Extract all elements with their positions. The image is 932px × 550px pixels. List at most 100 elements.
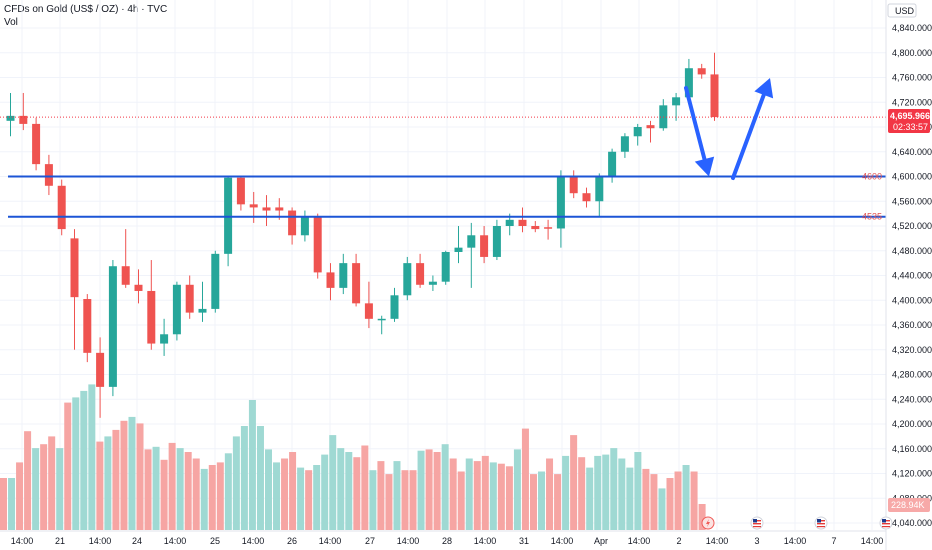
y-tick-label: 4,760.000: [892, 73, 932, 83]
candle-body: [160, 334, 169, 344]
candle-body: [121, 266, 130, 285]
candle: [697, 63, 706, 79]
y-tick-label: 4,120.000: [892, 469, 932, 479]
candle-body: [32, 123, 41, 165]
volume-bar: [216, 462, 224, 530]
up-arrow-shaft: [731, 92, 766, 180]
volume-bar: [88, 384, 96, 530]
candle: [32, 117, 41, 171]
volume-bar: [281, 458, 289, 530]
volume-bar: [297, 467, 305, 530]
x-tick-label: 14:00: [89, 536, 112, 546]
candle: [300, 210, 309, 242]
candle-body: [57, 185, 66, 230]
candle: [224, 176, 233, 267]
x-tick-label: 21: [55, 536, 65, 546]
x-tick-label: 2: [676, 536, 681, 546]
volume-bar: [513, 449, 521, 530]
volume-bar: [481, 455, 489, 530]
x-tick-label: 14:00: [397, 536, 420, 546]
candle: [620, 133, 629, 158]
y-tick-label: 4,560.000: [892, 196, 932, 206]
candle: [83, 294, 92, 363]
candle: [57, 179, 66, 236]
x-tick-label: 25: [210, 536, 220, 546]
volume-bar: [610, 448, 618, 530]
x-tick-label: 14:00: [861, 536, 884, 546]
candle-body: [185, 284, 194, 313]
volume-tag-value: 228.94K: [891, 500, 925, 510]
candle-body: [326, 272, 335, 288]
volume-bar: [650, 474, 658, 530]
candle-body: [531, 226, 540, 230]
volume-bar: [690, 471, 698, 530]
volume-bar: [192, 458, 200, 530]
volume-bar: [72, 397, 80, 530]
volume-bar: [120, 420, 128, 530]
volume-bar: [562, 455, 570, 530]
flag-stripe: [882, 523, 890, 525]
candle: [646, 120, 655, 143]
volume-bar: [546, 458, 554, 530]
arrows: [684, 78, 774, 180]
x-tick-label: 14:00: [551, 536, 574, 546]
candle-body: [300, 216, 309, 236]
volume-bar: [329, 435, 337, 530]
candle-body: [70, 238, 79, 298]
candle-body: [364, 303, 373, 319]
volume-bar: [529, 474, 537, 530]
volume-bar: [465, 458, 473, 530]
us-flag-icon: [750, 516, 764, 530]
candle: [582, 187, 591, 208]
candle-body: [44, 164, 53, 186]
up-arrow-head: [754, 78, 774, 99]
levels: 4600 4535: [8, 172, 886, 222]
flash-icon-bolt: [706, 519, 710, 527]
candle: [352, 253, 361, 307]
candle: [467, 222, 476, 288]
y-tick-label: 4,480.000: [892, 246, 932, 256]
x-tick-label: 14:00: [319, 536, 342, 546]
volume-bar: [505, 466, 513, 530]
candle-body: [134, 284, 143, 291]
candle-body: [352, 263, 361, 304]
candle: [595, 173, 604, 217]
y-tick-label: 4,640.000: [892, 147, 932, 157]
x-tick-label: 14:00: [706, 536, 729, 546]
candle: [147, 260, 156, 350]
volume-bar: [634, 452, 642, 530]
volume-bar: [313, 465, 321, 530]
x-tick-label: 28: [442, 536, 452, 546]
flag-canton: [753, 519, 757, 523]
y-tick-label: 4,720.000: [892, 97, 932, 107]
volume-bar: [289, 452, 297, 530]
volume-bar: [112, 429, 120, 530]
candle: [211, 250, 220, 313]
candle-body: [313, 216, 322, 273]
x-tick-label: 26: [287, 536, 297, 546]
volume-bar: [256, 426, 264, 530]
volume-bar: [554, 474, 562, 530]
x-tick-label: 14:00: [628, 536, 651, 546]
volume-bar: [369, 470, 377, 530]
candle: [390, 287, 399, 322]
volume-bar: [24, 431, 32, 530]
candle-body: [518, 219, 527, 226]
candle: [134, 269, 143, 304]
candle-body: [569, 176, 578, 194]
volume-bar: [489, 462, 497, 530]
candle-body: [6, 115, 15, 121]
volume-bar: [433, 452, 441, 530]
volume-bar: [602, 454, 610, 530]
x-tick-label: 24: [132, 536, 142, 546]
volume-bar: [521, 428, 529, 530]
volume-bar: [136, 423, 144, 530]
price-axis: USD 4,840.000 4,800.000 4,760.000 4,720.000…: [885, 0, 932, 550]
currency-box[interactable]: [887, 3, 917, 18]
y-tick-label: 4,800.000: [892, 48, 932, 58]
volume-bar: [273, 462, 281, 530]
volume-bar: [337, 448, 345, 530]
volume-bar: [682, 465, 690, 530]
event-icons: [701, 516, 893, 530]
